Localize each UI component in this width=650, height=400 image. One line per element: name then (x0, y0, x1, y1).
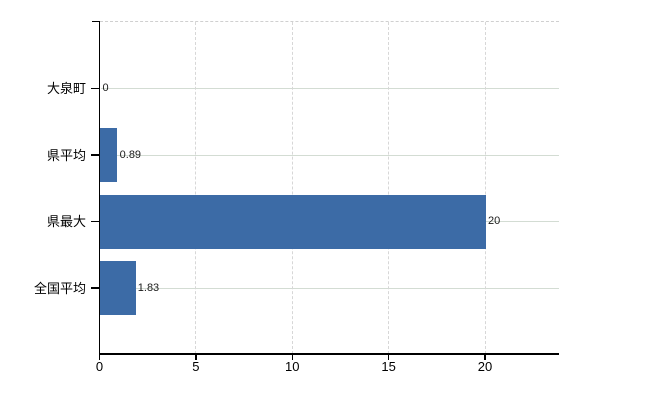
y-gridline (100, 287, 559, 289)
y-gridline (100, 154, 559, 156)
bar (100, 194, 486, 249)
category-tick (90, 220, 100, 223)
y-axis-end-tick (91, 20, 100, 23)
x-tick-label: 15 (381, 359, 396, 374)
x-gridline (388, 21, 390, 354)
value-label: 0 (102, 82, 109, 94)
y-gridline (100, 88, 559, 89)
value-label: 20 (488, 215, 501, 227)
bar (100, 128, 118, 182)
x-tick (387, 354, 390, 360)
category-label: 全国平均 (33, 280, 86, 296)
bar (100, 261, 136, 315)
x-tick (195, 354, 197, 360)
category-label: 大泉町 (46, 81, 86, 96)
x-tick-label: 0 (95, 359, 104, 374)
category-tick (90, 87, 100, 90)
category-label: 県平均 (46, 147, 86, 163)
y-axis-line (98, 20, 101, 355)
x-gridline (291, 21, 293, 354)
x-gridline (484, 21, 486, 354)
value-label: 0.89 (119, 148, 142, 161)
x-tick (484, 354, 486, 360)
x-tick-label: 10 (285, 359, 300, 374)
x-tick-label: 20 (477, 359, 493, 374)
category-tick (90, 287, 100, 289)
x-tick (98, 354, 101, 360)
value-label: 1.83 (137, 281, 160, 294)
x-axis-line (98, 353, 559, 355)
x-tick-label: 5 (192, 359, 200, 374)
plot-top-border (99, 20, 559, 22)
category-label: 県最大 (46, 214, 86, 229)
x-gridline (195, 21, 197, 354)
x-tick (291, 354, 293, 360)
category-tick (90, 154, 100, 156)
